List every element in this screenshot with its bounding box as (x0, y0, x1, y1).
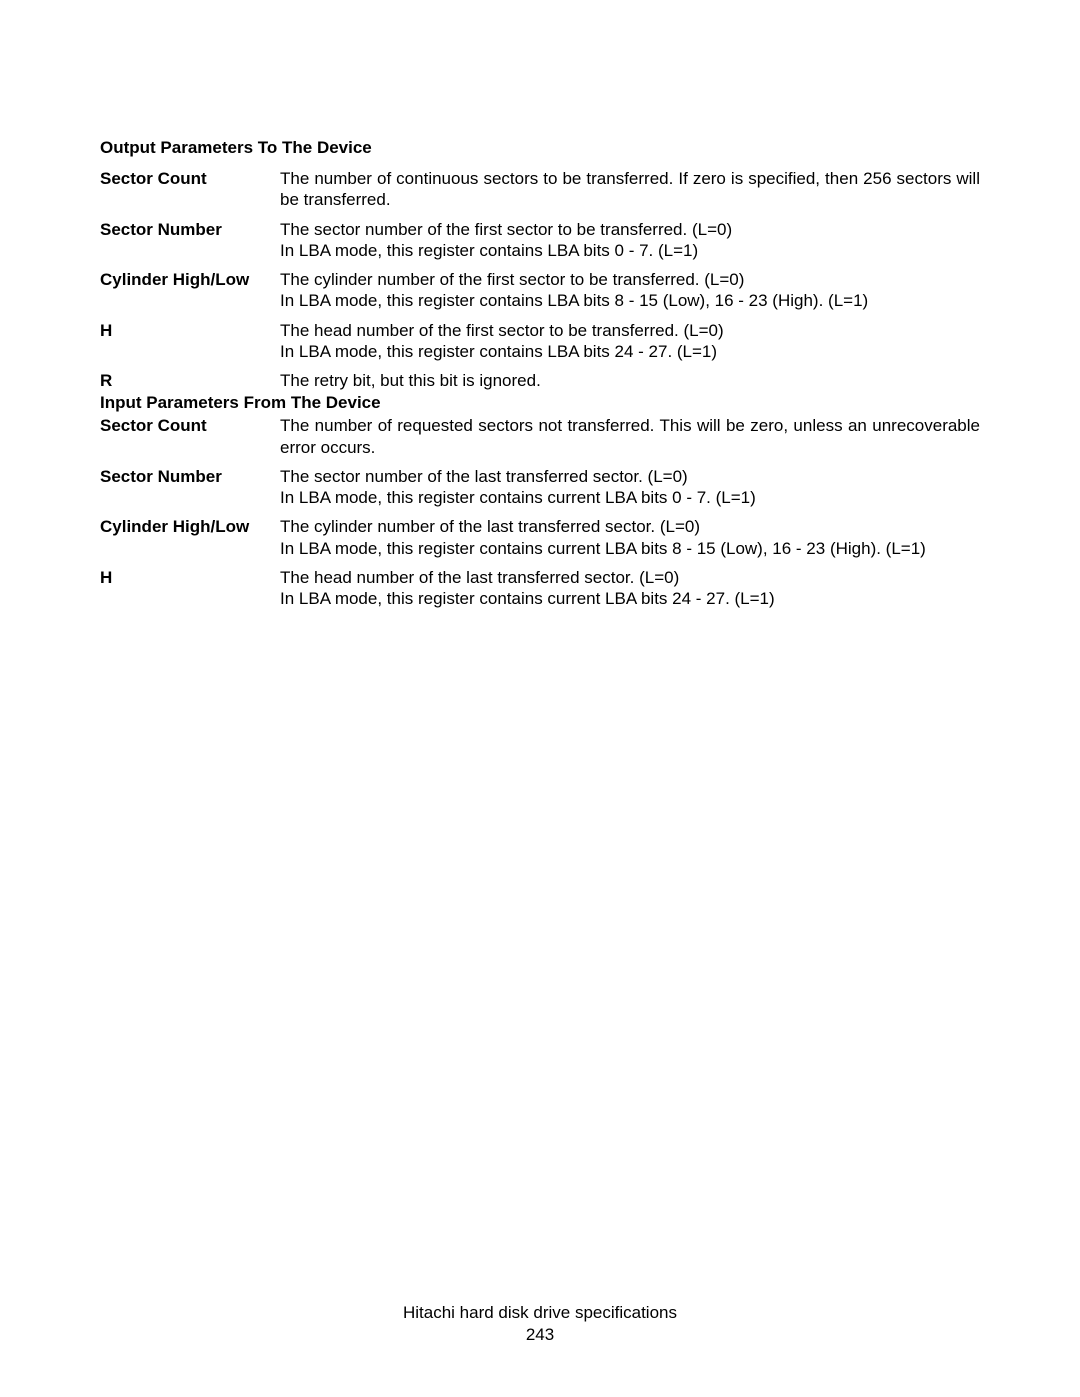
param-line: The head number of the first sector to b… (280, 320, 980, 341)
output-params-heading: Output Parameters To The Device (100, 138, 980, 158)
footer-page-number: 243 (0, 1324, 1080, 1346)
param-label-sector-number: Sector Number (100, 219, 280, 240)
param-label-sector-number: Sector Number (100, 466, 280, 487)
param-line: In LBA mode, this register contains LBA … (280, 290, 980, 311)
param-row: H The head number of the last transferre… (100, 567, 980, 610)
input-params-heading: Input Parameters From The Device (100, 393, 980, 413)
param-row: Sector Count The number of requested sec… (100, 415, 980, 458)
param-row: Cylinder High/Low The cylinder number of… (100, 269, 980, 312)
param-row: R The retry bit, but this bit is ignored… (100, 370, 980, 391)
param-line: The cylinder number of the first sector … (280, 269, 980, 290)
page-footer: Hitachi hard disk drive specifications 2… (0, 1302, 1080, 1346)
param-line: In LBA mode, this register contains LBA … (280, 240, 980, 261)
param-desc: The cylinder number of the last transfer… (280, 516, 980, 559)
param-row: H The head number of the first sector to… (100, 320, 980, 363)
param-label-sector-count: Sector Count (100, 415, 280, 436)
param-desc: The sector number of the first sector to… (280, 219, 980, 262)
param-label-cylinder: Cylinder High/Low (100, 516, 280, 537)
page-content: Output Parameters To The Device Sector C… (100, 138, 980, 617)
footer-title: Hitachi hard disk drive specifications (0, 1302, 1080, 1324)
param-line: The head number of the last transferred … (280, 567, 980, 588)
param-label-h: H (100, 320, 280, 341)
param-line: The sector number of the first sector to… (280, 219, 980, 240)
param-label-r: R (100, 370, 280, 391)
param-line: In LBA mode, this register contains LBA … (280, 341, 980, 362)
param-row: Sector Count The number of continuous se… (100, 168, 980, 211)
param-line: The sector number of the last transferre… (280, 466, 980, 487)
param-desc: The number of requested sectors not tran… (280, 415, 980, 458)
param-desc: The head number of the last transferred … (280, 567, 980, 610)
param-line: In LBA mode, this register contains curr… (280, 487, 980, 508)
param-label-cylinder: Cylinder High/Low (100, 269, 280, 290)
param-label-sector-count: Sector Count (100, 168, 280, 189)
param-row: Sector Number The sector number of the f… (100, 219, 980, 262)
param-desc: The retry bit, but this bit is ignored. (280, 370, 980, 391)
param-desc: The sector number of the last transferre… (280, 466, 980, 509)
param-line: In LBA mode, this register contains curr… (280, 588, 980, 609)
param-row: Sector Number The sector number of the l… (100, 466, 980, 509)
param-line: The cylinder number of the last transfer… (280, 516, 980, 537)
param-desc: The number of continuous sectors to be t… (280, 168, 980, 211)
param-desc: The cylinder number of the first sector … (280, 269, 980, 312)
param-desc: The head number of the first sector to b… (280, 320, 980, 363)
param-label-h: H (100, 567, 280, 588)
param-line: In LBA mode, this register contains curr… (280, 538, 980, 559)
param-row: Cylinder High/Low The cylinder number of… (100, 516, 980, 559)
